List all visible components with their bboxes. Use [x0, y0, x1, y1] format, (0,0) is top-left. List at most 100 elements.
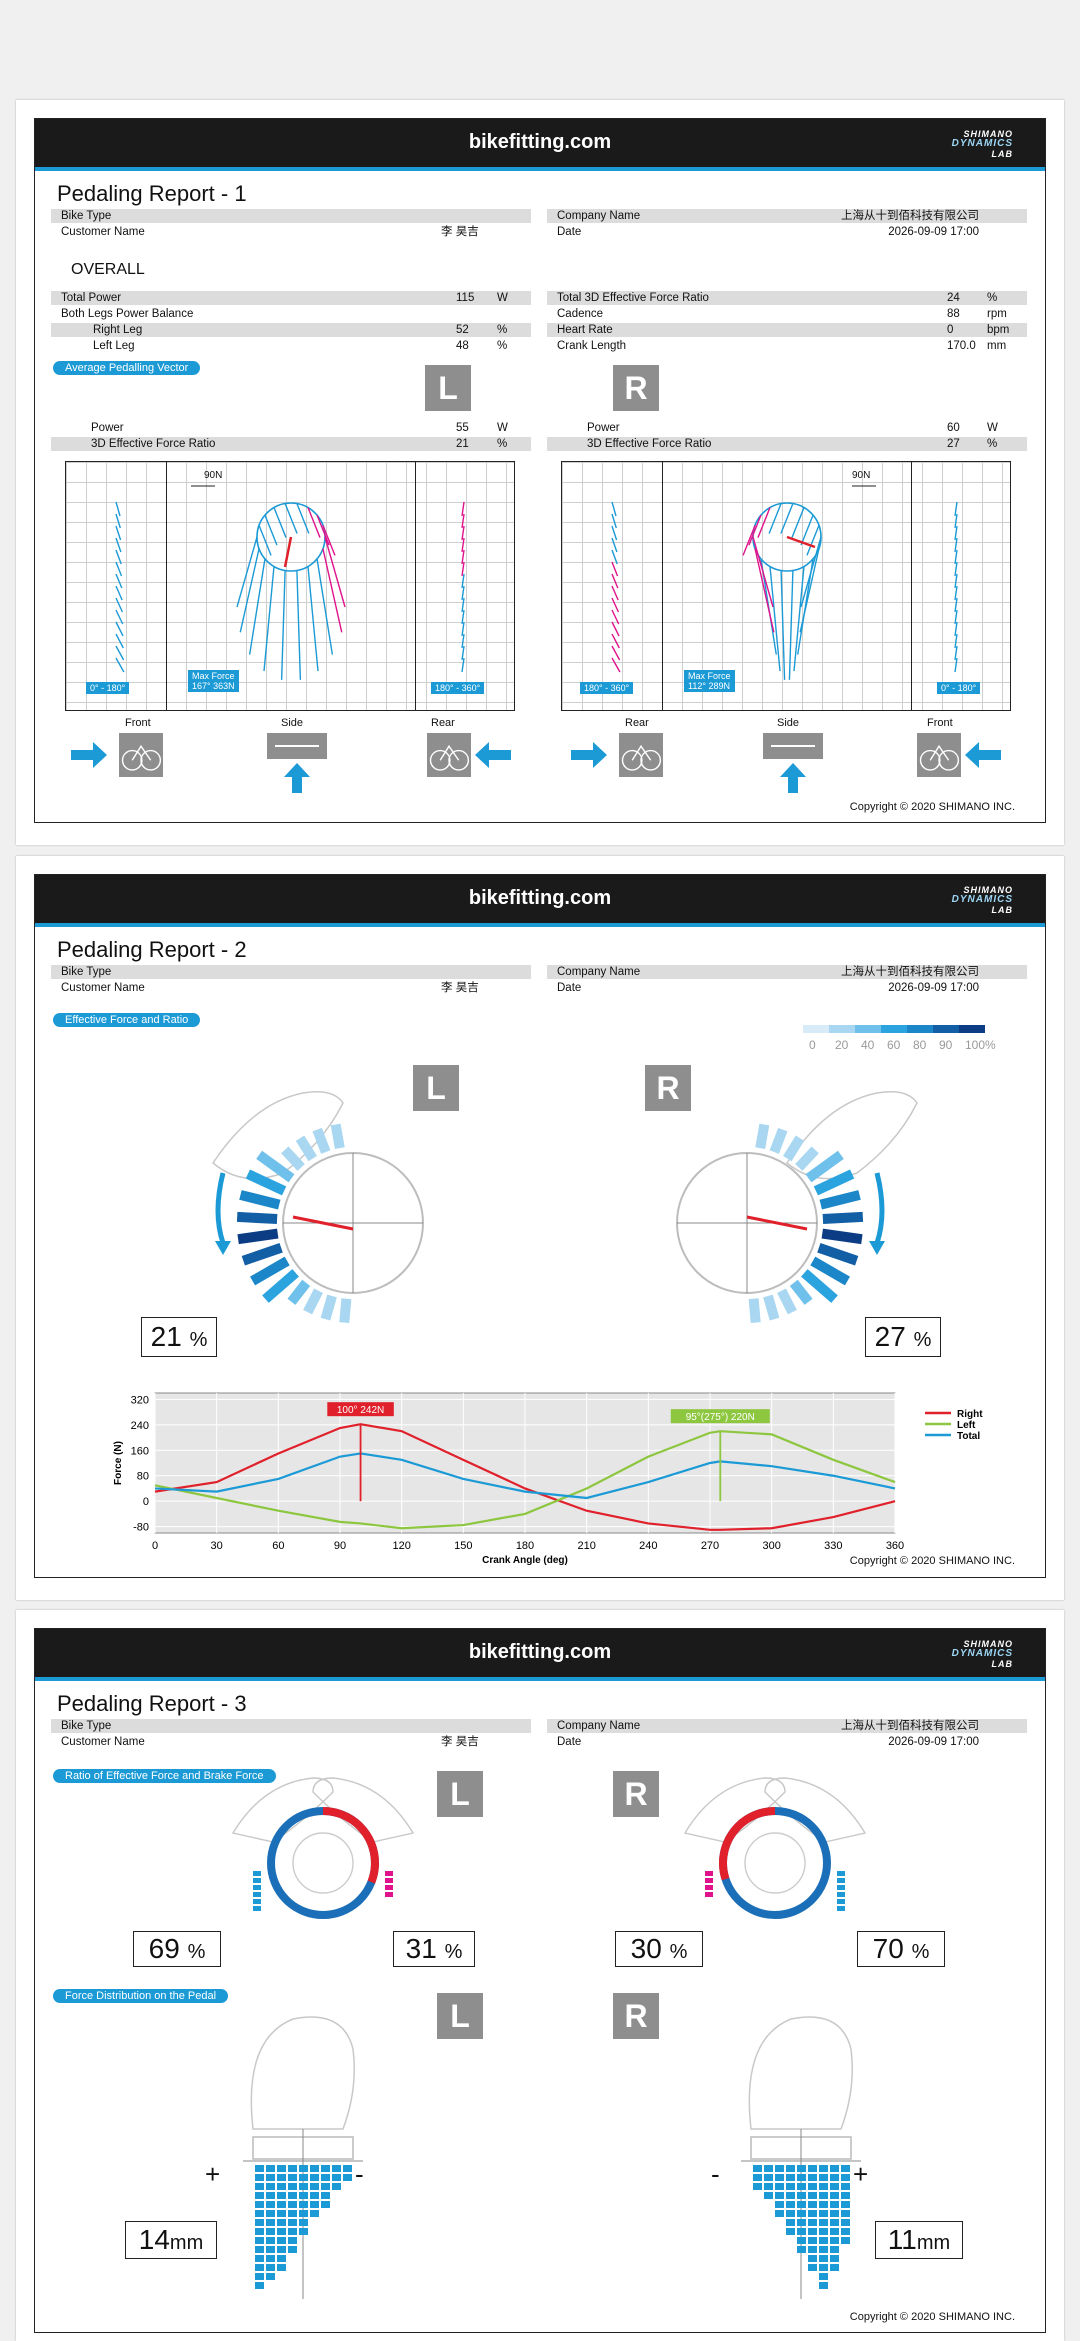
vector-arrow — [748, 514, 762, 546]
arrow-left-icon — [965, 742, 1001, 768]
distribution-cell — [266, 2237, 275, 2244]
scale-label: 0 — [809, 1038, 816, 1052]
row-value: 24 — [947, 292, 960, 304]
vector-arrow — [611, 585, 619, 601]
rotation-arrow — [215, 1172, 226, 1244]
row-label: Crank Length — [557, 340, 627, 352]
brake-bar — [705, 1871, 713, 1876]
vector-arrow — [954, 501, 958, 517]
vector-arrow — [806, 525, 820, 556]
vector-arrow — [752, 536, 774, 608]
company-row: Company Name 上海从十到佰科技有限公司 — [547, 209, 1027, 223]
x-tick-label: 150 — [454, 1540, 472, 1552]
distribution-cell — [277, 2174, 286, 2181]
distribution-cell — [343, 2174, 352, 2181]
vector-arrow — [461, 561, 465, 577]
vector-arrow — [115, 645, 125, 661]
crank-arm — [292, 1215, 354, 1231]
vector-arrow — [258, 525, 272, 556]
wheel-icon — [429, 749, 451, 771]
scale-swatch — [829, 1025, 855, 1033]
distribution-cell — [753, 2174, 762, 2181]
distribution-cell — [786, 2228, 795, 2235]
front-range-tag: 0° - 180° — [937, 682, 981, 694]
rear-view-label: Rear — [625, 717, 649, 729]
row-value: 48 — [456, 340, 469, 352]
annotation-label: 100° 242N — [337, 1405, 384, 1416]
vector-arrow — [115, 609, 124, 625]
distribution-cell — [299, 2201, 308, 2208]
row-label: Heart Rate — [557, 324, 613, 336]
distribution-cell — [819, 2165, 828, 2172]
x-tick-label: 210 — [577, 1540, 595, 1552]
distribution-cell — [332, 2183, 341, 2190]
left-badge: L — [425, 365, 471, 411]
distribution-cell — [288, 2201, 297, 2208]
company-row: Company Name 上海从十到佰科技有限公司 — [547, 1719, 1027, 1733]
max-force-tag: Max Force 112° 289N — [684, 670, 735, 692]
distribution-cell — [753, 2165, 762, 2172]
rear-range-tag: 180° - 360° — [431, 682, 485, 694]
vector-arrow — [280, 570, 286, 680]
distribution-cell — [255, 2255, 264, 2262]
distribution-cell — [299, 2174, 308, 2181]
vector-arrow — [780, 503, 794, 534]
effective-bar — [253, 1878, 261, 1883]
left-vector-grid: 90N 0° - 180° Max Force 167° 363N 180° - … — [65, 461, 515, 711]
vector-arrow — [461, 537, 465, 553]
distribution-cell — [808, 2192, 817, 2199]
distribution-cell — [266, 2183, 275, 2190]
effective-force-wedge — [755, 1123, 770, 1150]
frame-icon — [439, 744, 460, 761]
distribution-cell — [808, 2174, 817, 2181]
vector-arrow — [296, 503, 310, 534]
x-tick-label: 240 — [639, 1540, 657, 1552]
distribution-cell — [775, 2183, 784, 2190]
distribution-cell — [753, 2183, 762, 2190]
vector-arrow — [264, 514, 278, 546]
report-header: bikefitting.com SHIMANO DYNAMICS LAB — [35, 1629, 1045, 1681]
annotation-box — [670, 1409, 770, 1424]
crank-arm — [746, 1215, 808, 1231]
scale-label: 80 — [913, 1038, 927, 1052]
shoe-outline — [764, 1777, 867, 1843]
rear-range-tag: 180° - 360° — [580, 682, 634, 694]
effective-force-wedge — [769, 1127, 788, 1154]
brake-bar — [705, 1892, 713, 1897]
arrow-right-icon — [571, 742, 607, 768]
effective-force-wedge — [320, 1294, 337, 1321]
vector-arrow — [115, 573, 123, 589]
distribution-cell — [797, 2237, 806, 2244]
scale-swatch — [803, 1025, 829, 1033]
right-vector-grid: 90N 180° - 360° Max Force 112° 289N 0° - … — [561, 461, 1011, 711]
row-value: 170.0 — [947, 340, 976, 352]
plus-sign: + — [205, 2159, 221, 2189]
x-tick-label: 120 — [392, 1540, 410, 1552]
left-ratio-row: 3D Effective Force Ratio 21% — [51, 437, 531, 451]
distribution-cell — [819, 2264, 828, 2271]
overall-row: Total Power 115 W — [51, 291, 531, 305]
distribution-cell — [786, 2174, 795, 2181]
distribution-cell — [841, 2165, 850, 2172]
wheel-icon — [621, 749, 643, 771]
row-value: 115 — [456, 292, 475, 304]
vector-arrow — [611, 657, 621, 673]
distribution-cell — [764, 2174, 773, 2181]
vector-arrow — [461, 525, 465, 541]
row-value: 88 — [947, 308, 960, 320]
overall-heading: OVERALL — [71, 261, 145, 278]
distribution-cell — [841, 2183, 850, 2190]
left-brake-pct: 31 % — [393, 1931, 475, 1967]
vector-arrow — [324, 536, 346, 608]
bike-type-row: Bike Type — [51, 1719, 531, 1733]
force-distribution-pill: Force Distribution on the Pedal — [53, 1989, 229, 2003]
distribution-cell — [808, 2228, 817, 2235]
brake-bar — [385, 1885, 393, 1890]
distribution-cell — [255, 2201, 264, 2208]
vector-arrow — [115, 501, 121, 517]
page-title: Pedaling Report - 1 — [57, 181, 247, 206]
report-frame: bikefitting.com SHIMANO DYNAMICS LAB Pedal… — [34, 874, 1046, 1578]
row-unit: % — [987, 292, 998, 304]
effective-bar — [253, 1892, 261, 1897]
side-view-label: Side — [281, 717, 304, 729]
